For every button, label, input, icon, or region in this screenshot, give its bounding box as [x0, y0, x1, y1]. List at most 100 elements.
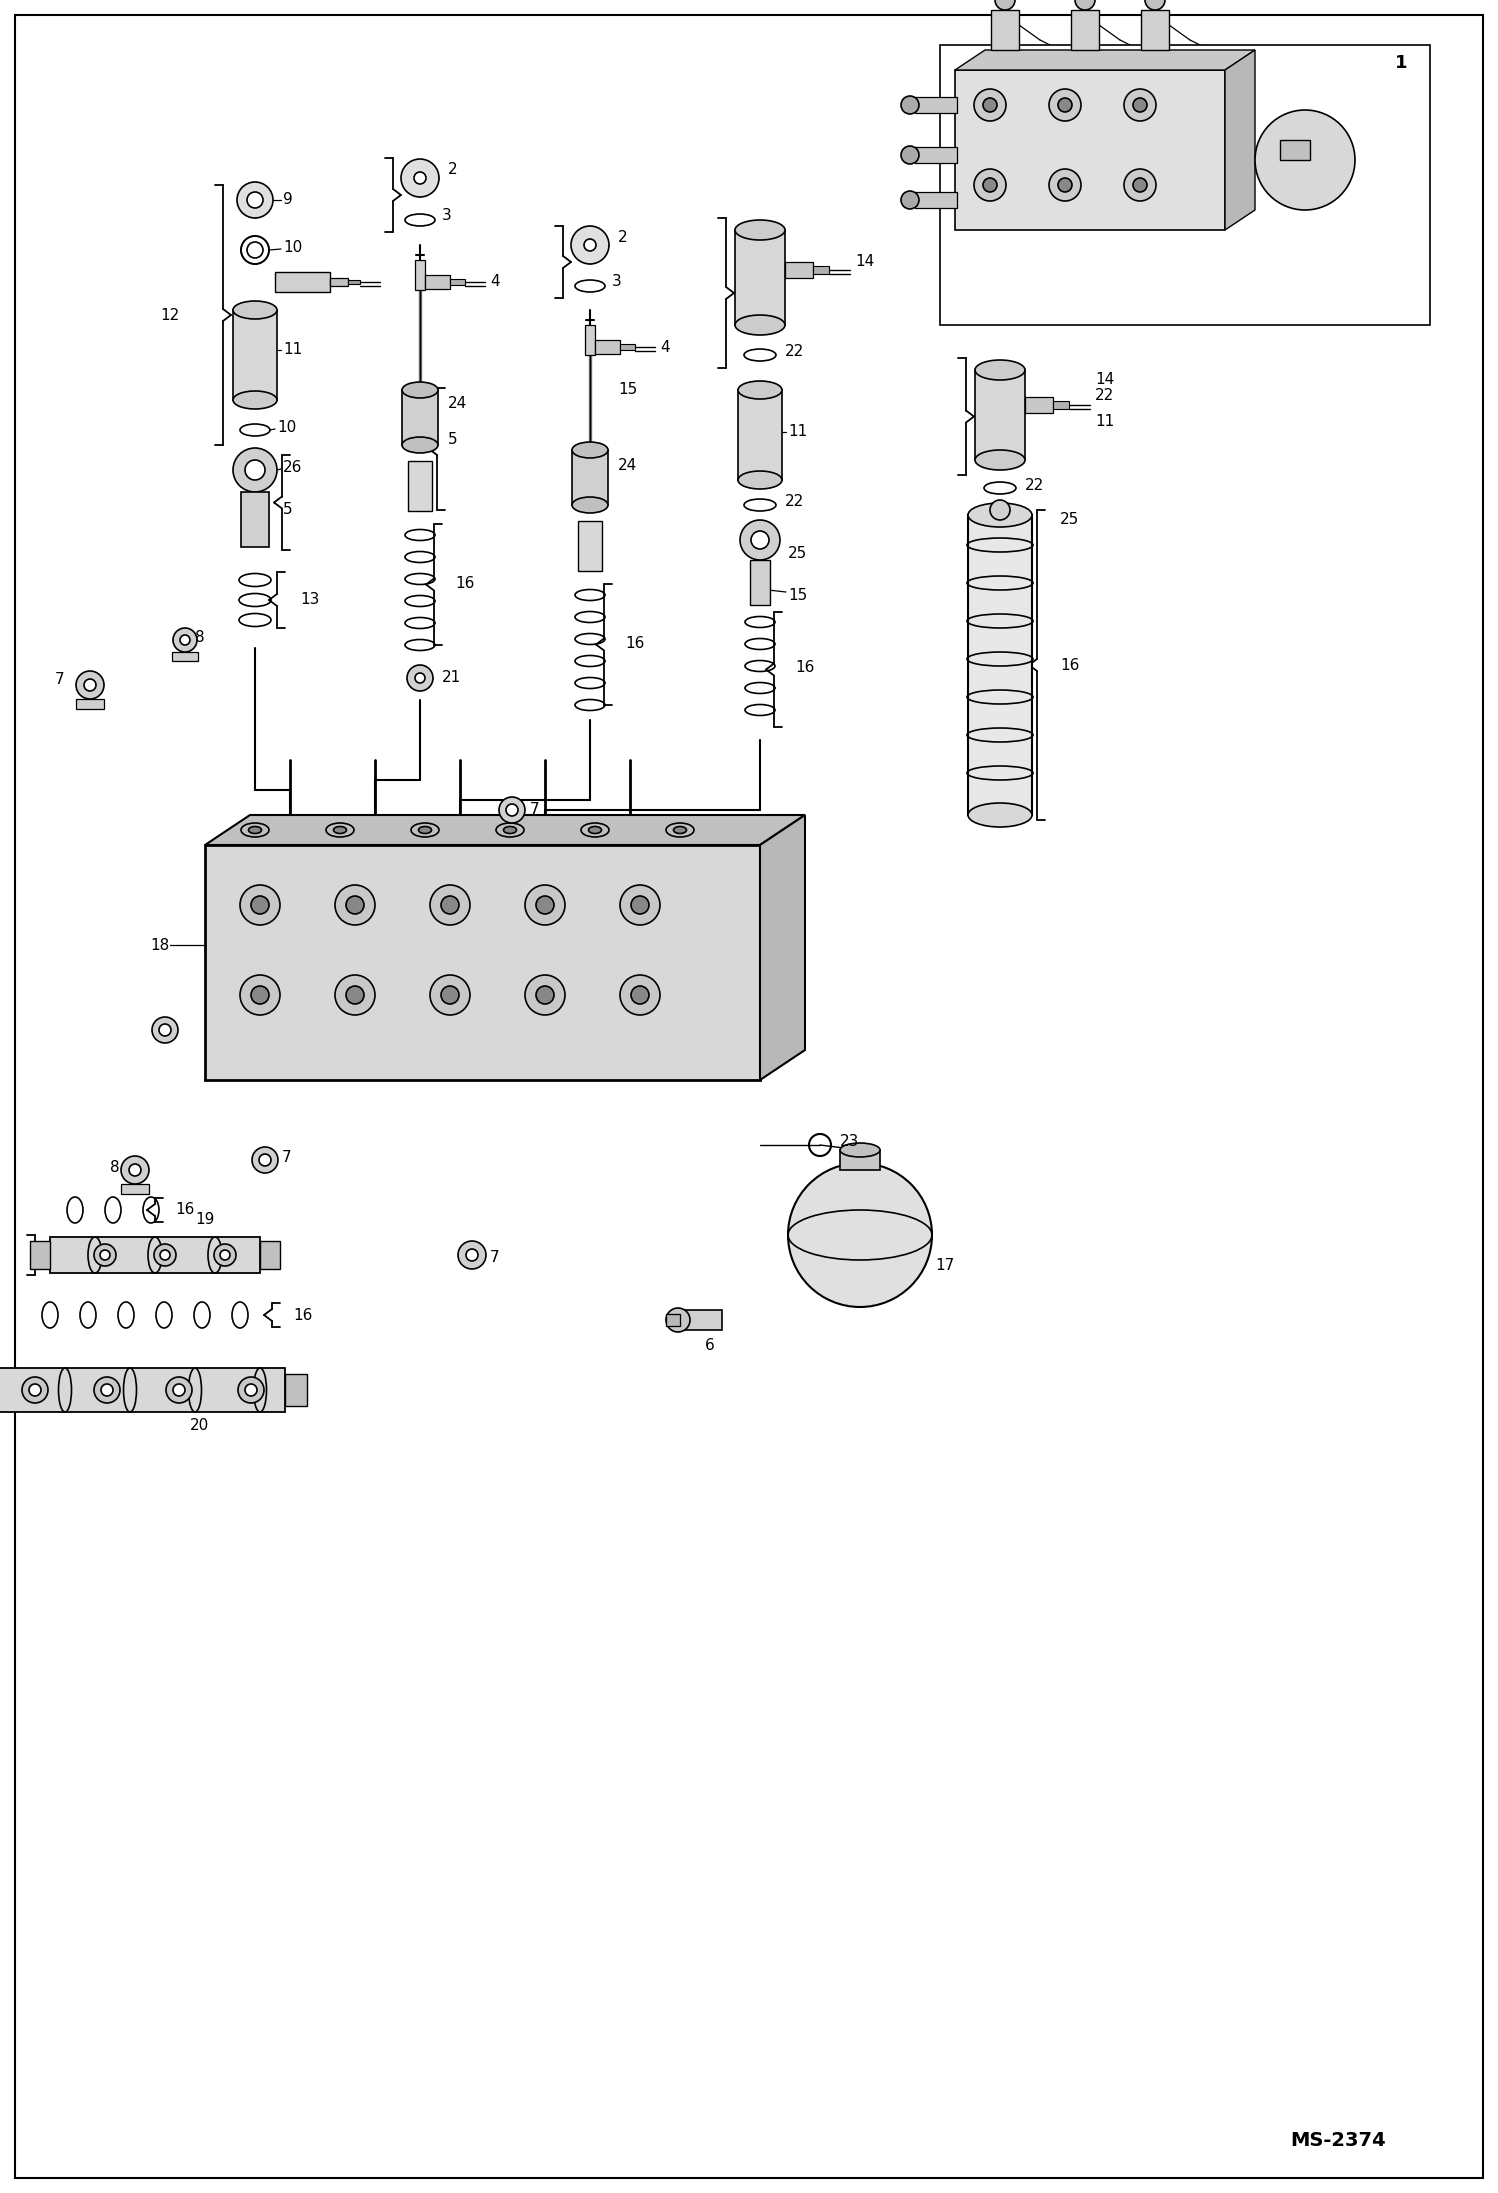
Ellipse shape: [581, 822, 610, 838]
Circle shape: [413, 171, 425, 184]
Circle shape: [247, 241, 264, 259]
Bar: [586, 325, 595, 355]
Circle shape: [94, 1377, 120, 1404]
Text: 16: 16: [1061, 658, 1080, 673]
Ellipse shape: [234, 390, 277, 410]
Bar: [572, 450, 608, 504]
Text: 11: 11: [1095, 414, 1115, 430]
Circle shape: [28, 1384, 40, 1397]
Text: 7: 7: [55, 673, 64, 686]
Ellipse shape: [667, 822, 694, 838]
Text: 2: 2: [448, 162, 457, 178]
Bar: [941, 46, 1431, 325]
Text: 13: 13: [300, 592, 319, 607]
Circle shape: [430, 886, 470, 925]
Ellipse shape: [503, 827, 517, 833]
Circle shape: [237, 182, 273, 217]
Bar: [992, 11, 1019, 50]
Bar: [840, 1149, 879, 1171]
Circle shape: [415, 673, 425, 682]
Circle shape: [667, 1307, 691, 1331]
Circle shape: [241, 237, 270, 263]
Ellipse shape: [334, 827, 346, 833]
Circle shape: [336, 886, 374, 925]
Circle shape: [252, 1147, 279, 1173]
Text: 21: 21: [442, 671, 461, 686]
Circle shape: [246, 1384, 258, 1397]
Circle shape: [900, 96, 918, 114]
Ellipse shape: [739, 382, 782, 399]
Circle shape: [788, 1162, 932, 1307]
Bar: [330, 279, 348, 285]
Circle shape: [1049, 169, 1082, 202]
Ellipse shape: [968, 502, 1032, 526]
Text: 10: 10: [283, 241, 303, 257]
Bar: [0, 1368, 285, 1412]
Bar: [241, 491, 270, 546]
Circle shape: [1076, 0, 1095, 11]
Circle shape: [247, 193, 264, 208]
Text: 8: 8: [109, 1160, 120, 1175]
Circle shape: [214, 1243, 237, 1265]
Bar: [401, 390, 437, 445]
Ellipse shape: [496, 822, 524, 838]
Circle shape: [524, 886, 565, 925]
Ellipse shape: [975, 450, 1025, 469]
Text: 19: 19: [195, 1213, 214, 1228]
Ellipse shape: [572, 498, 608, 513]
Bar: [76, 700, 103, 708]
Circle shape: [172, 627, 198, 651]
Circle shape: [990, 500, 1010, 520]
Circle shape: [259, 1154, 271, 1167]
Circle shape: [458, 1241, 485, 1270]
Ellipse shape: [968, 803, 1032, 827]
Circle shape: [524, 976, 565, 1015]
Text: 4: 4: [661, 340, 670, 355]
Text: 23: 23: [840, 1134, 860, 1149]
Ellipse shape: [401, 382, 437, 397]
Text: 24: 24: [448, 395, 467, 410]
Bar: [425, 274, 449, 289]
Ellipse shape: [975, 360, 1025, 379]
Bar: [415, 261, 425, 289]
Circle shape: [166, 1377, 192, 1404]
Circle shape: [900, 147, 918, 164]
Circle shape: [172, 1384, 184, 1397]
Text: 3: 3: [613, 274, 622, 289]
Bar: [915, 147, 957, 162]
Text: 5: 5: [283, 502, 292, 518]
Text: 4: 4: [490, 274, 500, 289]
Text: 26: 26: [283, 461, 303, 474]
Text: 22: 22: [1025, 478, 1044, 493]
Circle shape: [154, 1243, 175, 1265]
Text: 22: 22: [785, 493, 804, 509]
Circle shape: [252, 987, 270, 1004]
Bar: [595, 340, 620, 353]
Circle shape: [740, 520, 780, 559]
Ellipse shape: [840, 1143, 879, 1158]
Circle shape: [430, 976, 470, 1015]
Bar: [348, 281, 360, 285]
Text: 16: 16: [175, 1202, 195, 1217]
Bar: [578, 522, 602, 570]
Text: 24: 24: [619, 458, 637, 471]
Circle shape: [506, 805, 518, 816]
Circle shape: [22, 1377, 48, 1404]
Circle shape: [94, 1243, 115, 1265]
Ellipse shape: [736, 219, 785, 239]
Text: 7: 7: [490, 1250, 500, 1265]
Circle shape: [440, 987, 458, 1004]
Text: 7: 7: [530, 803, 539, 818]
Circle shape: [336, 976, 374, 1015]
Circle shape: [440, 897, 458, 914]
Circle shape: [1144, 0, 1165, 11]
Circle shape: [536, 897, 554, 914]
Ellipse shape: [589, 827, 602, 833]
Bar: [1141, 11, 1168, 50]
Circle shape: [100, 1384, 112, 1397]
Circle shape: [1124, 90, 1156, 121]
Circle shape: [631, 987, 649, 1004]
Bar: [1279, 140, 1309, 160]
Text: 15: 15: [619, 382, 637, 397]
Circle shape: [180, 636, 190, 645]
